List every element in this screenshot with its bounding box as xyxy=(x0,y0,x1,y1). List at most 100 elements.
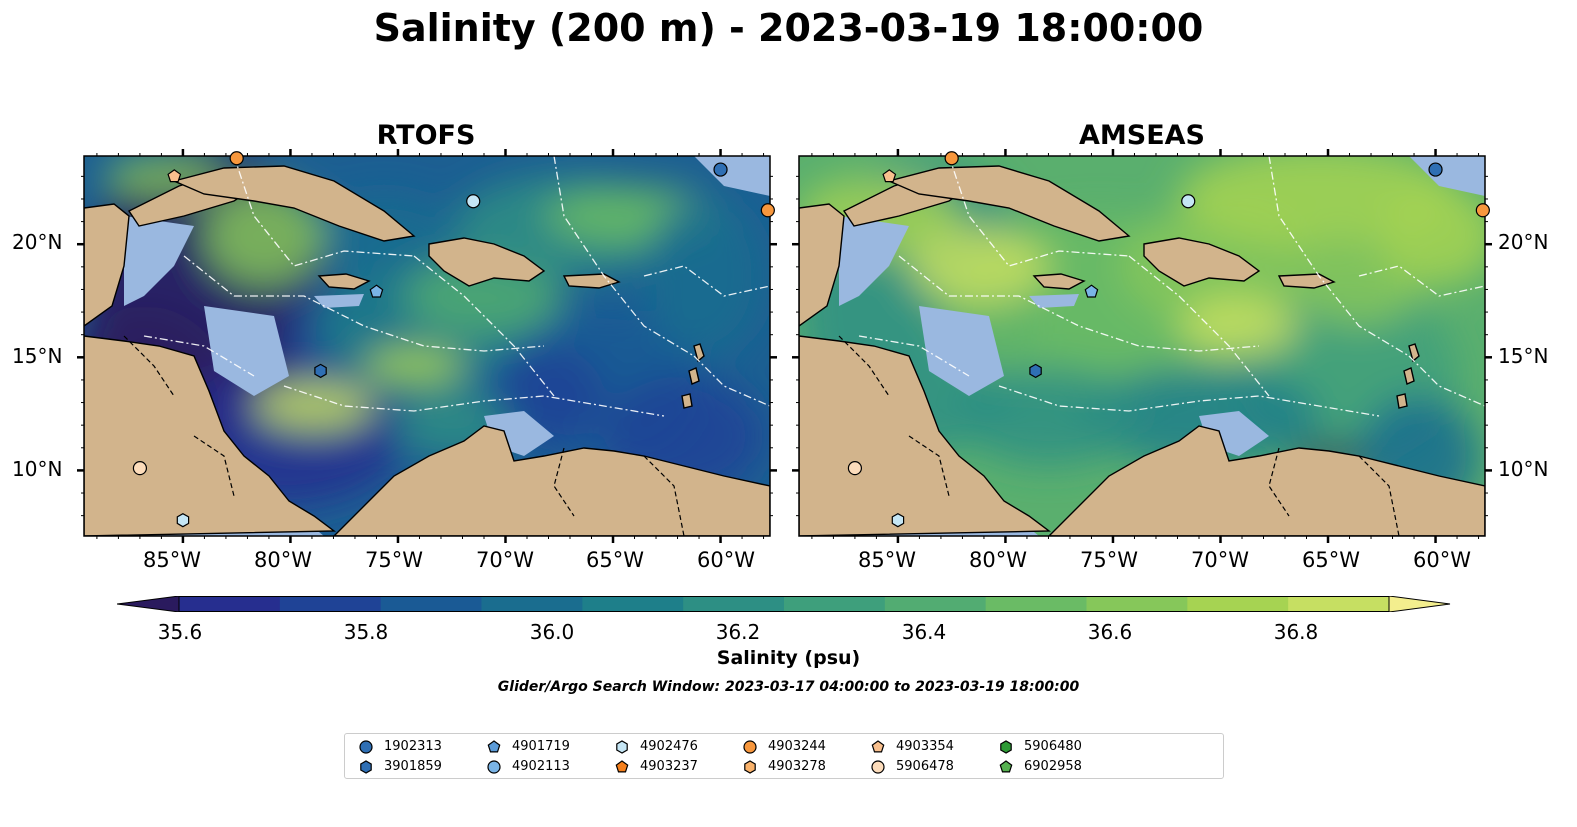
map-panel-rtofs xyxy=(77,149,777,543)
country-border xyxy=(1358,455,1400,536)
platform-marker xyxy=(1475,203,1490,218)
lat-label-right: 15°N xyxy=(1498,344,1549,368)
legend-label: 1902313 xyxy=(384,739,442,754)
circle-marker-icon xyxy=(743,740,757,754)
eez-boundary xyxy=(998,385,1380,417)
hexagon-marker-icon xyxy=(616,740,628,754)
country-border xyxy=(643,455,685,536)
colorbar-segment xyxy=(179,596,281,612)
pentagon-marker-icon xyxy=(615,760,629,773)
panel-title-amseas: AMSEAS xyxy=(1079,120,1205,151)
colorbar-tick: 36.8 xyxy=(1273,620,1319,644)
eez-boundary xyxy=(553,156,695,357)
salinity-patch xyxy=(1299,246,1419,326)
land-hispaniola xyxy=(1143,237,1261,287)
country-border xyxy=(838,335,890,397)
colorbar-extend-low xyxy=(117,596,180,612)
eez-boundary xyxy=(1268,156,1410,357)
land-lesser-antilles xyxy=(681,393,693,409)
map-frame xyxy=(83,155,771,537)
lon-label-left: 60°W xyxy=(697,548,755,572)
eez-boundary xyxy=(283,385,665,417)
platform-marker xyxy=(944,151,959,166)
eez-boundary xyxy=(693,355,770,407)
lon-label-right: 80°W xyxy=(969,548,1027,572)
platform-marker xyxy=(847,461,863,476)
colorbar-segment xyxy=(1086,596,1188,612)
shelf-water xyxy=(839,216,909,306)
lon-label-left: 70°W xyxy=(476,548,534,572)
pentagon-marker-icon xyxy=(871,740,885,753)
salinity-patch xyxy=(644,196,764,356)
colorbar-segment xyxy=(683,596,785,612)
salinity-patch xyxy=(1179,296,1299,356)
figure-title: Salinity (200 m) - 2023-03-19 18:00:00 xyxy=(373,6,1204,50)
colorbar-tick: 36.0 xyxy=(529,620,575,644)
circle-marker-icon xyxy=(487,760,501,774)
salinity-patch xyxy=(959,366,1139,466)
eez-boundary xyxy=(858,335,970,377)
panel-title-rtofs: RTOFS xyxy=(376,120,476,151)
lon-label-left: 75°W xyxy=(365,548,423,572)
shelf-water xyxy=(314,294,364,308)
legend-label: 4903237 xyxy=(640,759,698,774)
salinity-patch xyxy=(909,226,1049,306)
lat-label-left: 20°N xyxy=(12,230,63,254)
pentagon-marker-icon xyxy=(487,740,501,753)
land-central-america xyxy=(799,335,1052,536)
colorbar-segment xyxy=(884,596,987,612)
hexagon-marker-icon xyxy=(744,760,756,774)
land-lesser-antilles xyxy=(1408,343,1420,363)
colorbar-tick: 35.6 xyxy=(157,620,203,644)
eez-boundary xyxy=(1358,265,1485,297)
pentagon-marker-icon xyxy=(487,740,501,753)
legend-label: 3901859 xyxy=(384,759,442,774)
pentagon-marker-icon xyxy=(871,740,885,753)
platform-marker xyxy=(1084,284,1099,298)
colorbar-tick: 35.8 xyxy=(343,620,389,644)
lon-label-right: 75°W xyxy=(1080,548,1138,572)
shelf-water xyxy=(694,156,770,196)
land-central-america xyxy=(799,203,845,327)
land-lesser-antilles xyxy=(1403,367,1415,385)
lat-label-left: 15°N xyxy=(12,344,63,368)
land-central-america xyxy=(84,203,130,327)
platform-marker xyxy=(1181,194,1196,209)
hexagon-marker-icon xyxy=(1000,740,1012,754)
platform-marker xyxy=(1428,162,1443,177)
circle-marker-icon xyxy=(743,740,757,754)
eez-boundary xyxy=(183,255,545,352)
land-cuba xyxy=(171,165,416,242)
lat-label-right: 10°N xyxy=(1498,457,1549,481)
hexagon-marker-icon xyxy=(1000,740,1012,754)
legend-label: 5906480 xyxy=(1024,739,1082,754)
eez-boundary xyxy=(898,255,1260,352)
eez-boundary xyxy=(643,265,770,297)
legend-label: 4901719 xyxy=(512,739,570,754)
map-frame xyxy=(798,155,1486,537)
platform-marker xyxy=(132,461,148,476)
salinity-patch xyxy=(254,381,374,431)
hexagon-marker-icon xyxy=(360,760,372,774)
colorbar-segment xyxy=(380,596,483,612)
colorbar-segment xyxy=(582,596,684,612)
shelf-water xyxy=(919,306,1004,396)
circle-marker-icon xyxy=(871,760,885,774)
land-jamaica xyxy=(1032,273,1086,290)
colorbar-outline xyxy=(178,596,1390,612)
platform-marker xyxy=(229,151,244,166)
country-border xyxy=(193,435,235,497)
legend-label: 6902958 xyxy=(1024,759,1082,774)
lat-label-right: 20°N xyxy=(1498,230,1549,254)
country-border xyxy=(908,435,950,497)
eez-boundary xyxy=(1128,255,1270,397)
pentagon-marker-icon xyxy=(999,760,1013,773)
map-panel-amseas xyxy=(792,149,1492,543)
salinity-patch xyxy=(1379,186,1485,286)
colorbar-tick: 36.2 xyxy=(715,620,761,644)
shelf-water xyxy=(1409,156,1485,196)
legend-label: 4903244 xyxy=(768,739,826,754)
country-border xyxy=(123,335,175,397)
colorbar-extend-high xyxy=(1388,596,1451,612)
platform-marker xyxy=(882,169,897,183)
